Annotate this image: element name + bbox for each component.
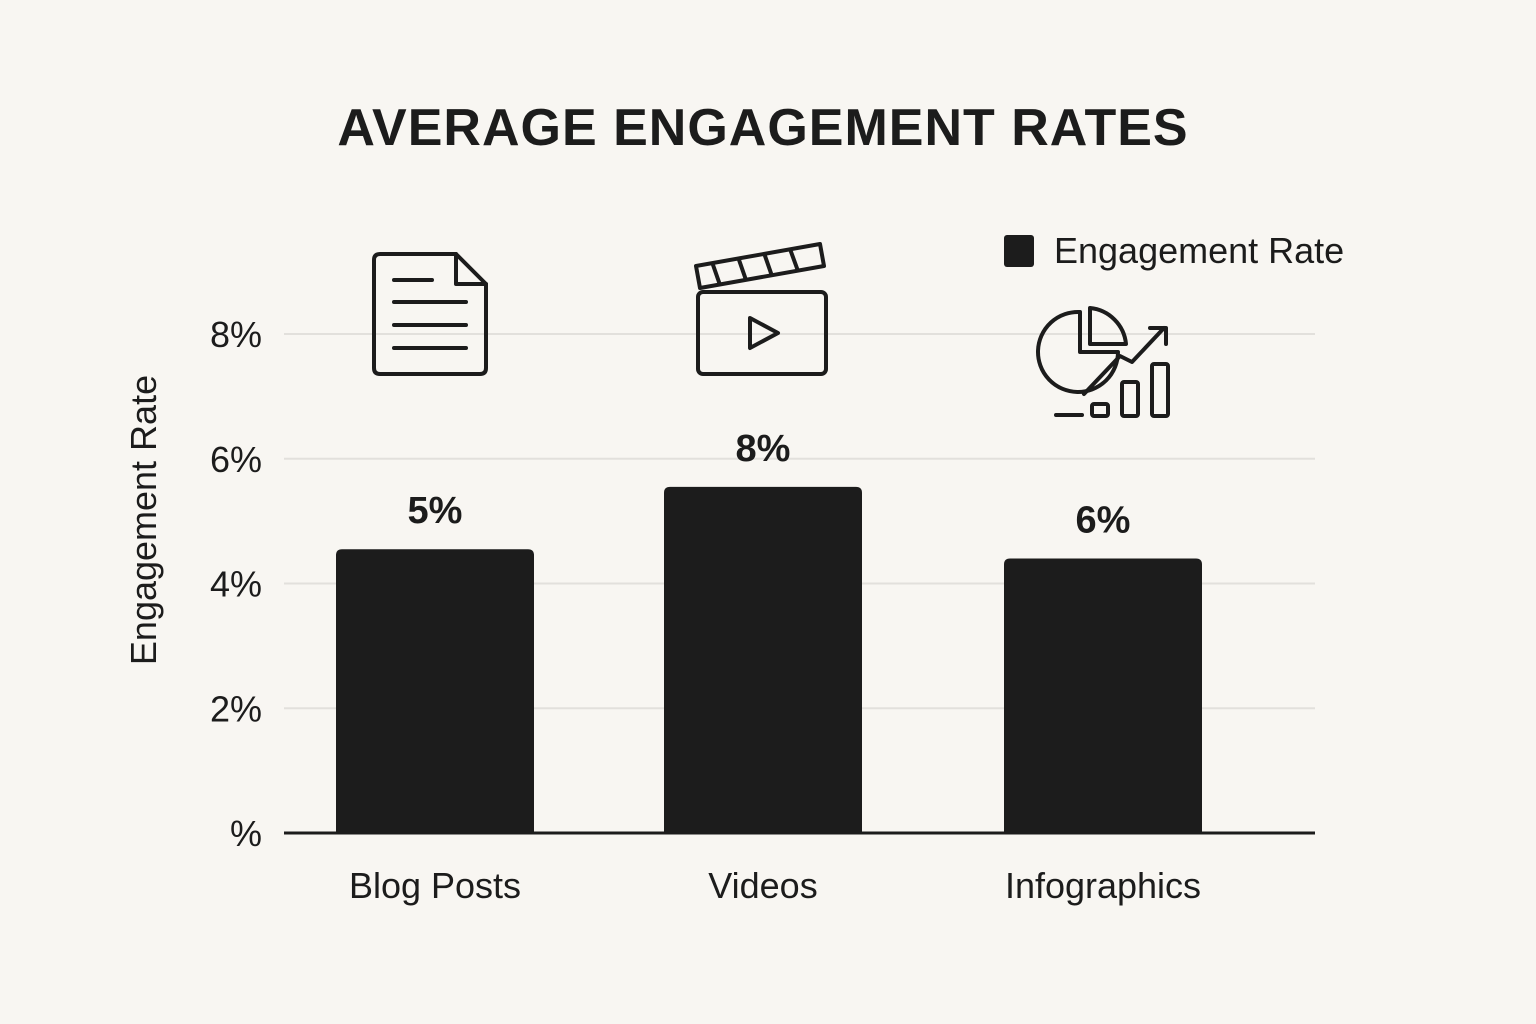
bar-blog-posts bbox=[336, 549, 534, 833]
y-axis-label: Engagement Rate bbox=[123, 375, 164, 665]
legend-swatch bbox=[1004, 235, 1034, 267]
data-label: 6% bbox=[1076, 500, 1131, 542]
document-icon bbox=[372, 252, 488, 376]
y-tick-label: 8% bbox=[210, 314, 262, 355]
clapperboard-icon bbox=[694, 242, 828, 376]
bar-videos bbox=[664, 486, 862, 833]
x-tick-label: Infographics bbox=[1005, 865, 1201, 906]
x-tick-label: Videos bbox=[708, 865, 817, 906]
y-tick-label: 6% bbox=[210, 439, 262, 480]
chart-title: AVERAGE ENGAGEMENT RATES bbox=[337, 99, 1189, 157]
analytics-icon bbox=[1036, 306, 1170, 418]
data-label: 8% bbox=[736, 428, 791, 470]
legend: Engagement Rate bbox=[1004, 230, 1344, 272]
legend-label: Engagement Rate bbox=[1054, 230, 1345, 271]
bar-infographics bbox=[1004, 558, 1202, 833]
data-label: 5% bbox=[408, 490, 463, 532]
y-tick-label: % bbox=[230, 813, 262, 854]
x-tick-label: Blog Posts bbox=[349, 865, 521, 906]
y-tick-label: 4% bbox=[210, 564, 262, 605]
y-tick-label: 2% bbox=[210, 688, 262, 729]
